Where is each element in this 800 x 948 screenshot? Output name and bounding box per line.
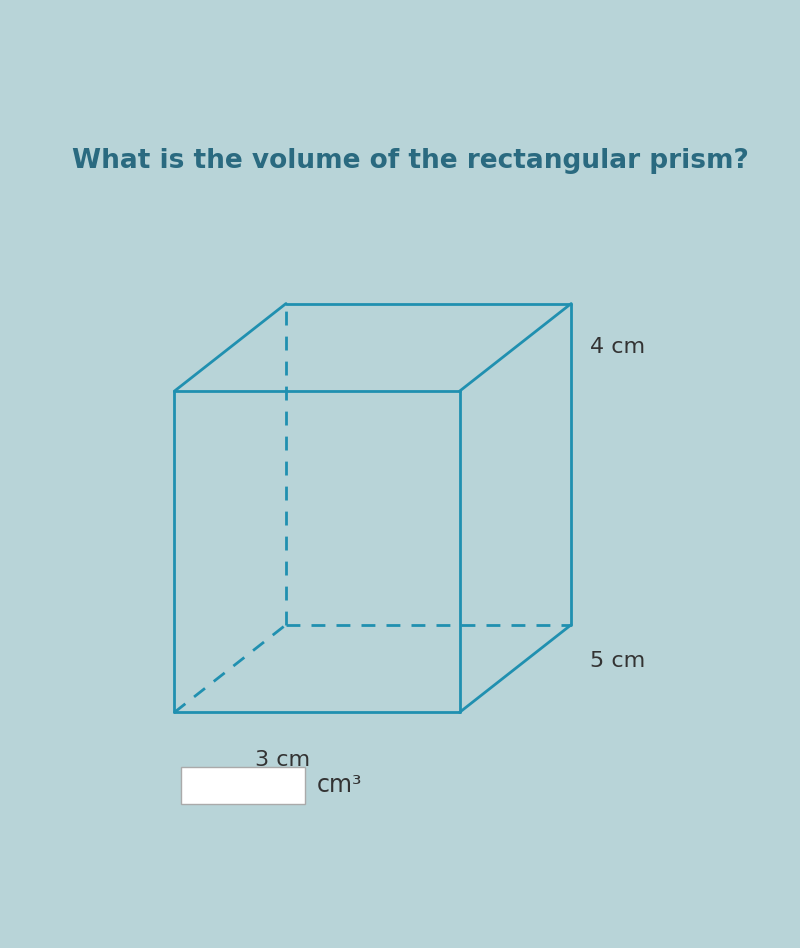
Text: cm³: cm³ [317,774,362,797]
Text: 4 cm: 4 cm [590,337,645,357]
FancyBboxPatch shape [181,767,305,804]
Text: 5 cm: 5 cm [590,651,645,671]
Text: What is the volume of the rectangular prism?: What is the volume of the rectangular pr… [71,148,749,174]
Text: 3 cm: 3 cm [255,750,310,770]
